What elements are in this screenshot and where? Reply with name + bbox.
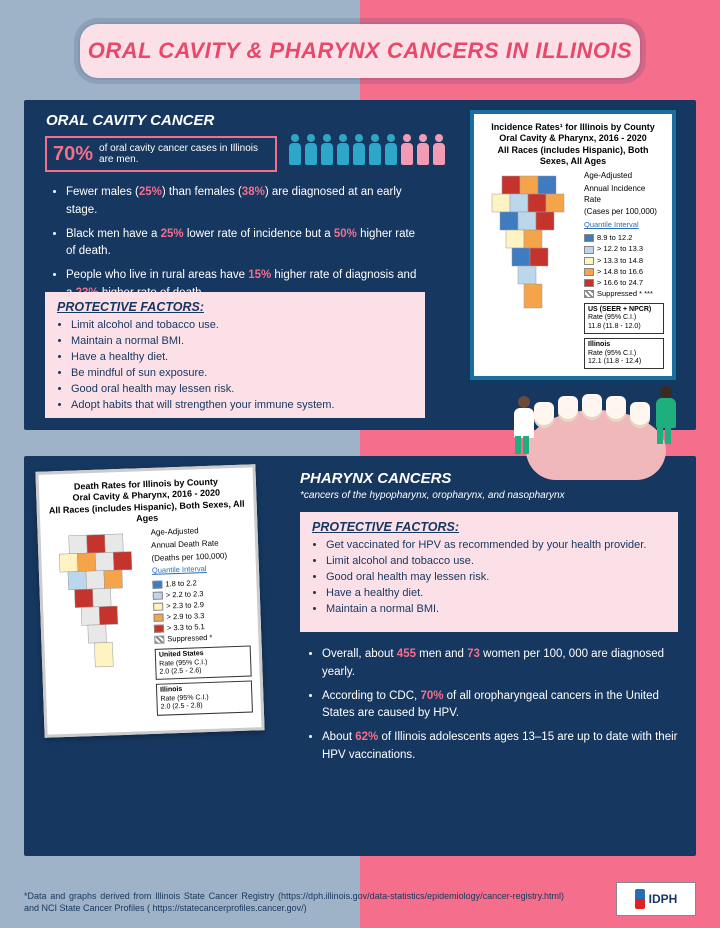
pf-item: Good oral health may lessen risk. [71,382,413,398]
person-male-icon [304,134,318,168]
dentist-right-icon [652,386,680,446]
pf-item: Maintain a normal BMI. [326,602,666,618]
pf-header: PROTECTIVE FACTORS: [57,300,413,314]
legend-row: > 12.2 to 13.3 [584,244,664,254]
pf-item: Have a healthy diet. [71,350,413,366]
bullet-item: Fewer males (25%) than females (38%) are… [66,184,420,220]
il-rate-box: IllinoisRate (95% C.I.)2.0 (2.5 - 2.8) [156,681,253,716]
oral-pf-list: Limit alcohol and tobacco use.Maintain a… [57,318,413,414]
illinois-map-icon [49,528,150,681]
bullet-item: According to CDC, 70% of all oropharynge… [322,688,678,724]
map1-legend: Age-Adjusted Annual Incidence Rate (Case… [584,171,664,369]
pf-item: Limit alcohol and tobacco use. [71,318,413,334]
people-icons [288,134,446,168]
pf-header: PROTECTIVE FACTORS: [312,520,666,534]
stat-text: of oral cavity cancer cases in Illinois … [99,143,269,166]
person-male-icon [368,134,382,168]
death-rate-map-card: Death Rates for Illinois by County Oral … [35,464,264,738]
pf-item: Have a healthy diet. [326,586,666,602]
bullet-item: Black men have a 25% lower rate of incid… [66,226,420,262]
stat-box: 70% of oral cavity cancer cases in Illin… [45,136,277,172]
dentist-left-icon [510,396,538,456]
pf-item: Be mindful of sun exposure. [71,366,413,382]
person-female-icon [416,134,430,168]
bullet-item: Overall, about 455 men and 73 women per … [322,646,678,682]
pharynx-heading: PHARYNX CANCERS [300,470,451,487]
teeth-illustration [516,390,676,480]
pf-item: Adopt habits that will strengthen your i… [71,398,413,414]
map2-legend: Age-Adjusted Annual Death Rate (Deaths p… [150,525,252,716]
pharynx-bullets: Overall, about 455 men and 73 women per … [306,646,678,771]
person-female-icon [432,134,446,168]
oral-heading: ORAL CAVITY CANCER [46,112,214,129]
pf-item: Limit alcohol and tobacco use. [326,554,666,570]
legend-row: 8.9 to 12.2 [584,233,664,243]
pharynx-pf-list: Get vaccinated for HPV as recommended by… [312,538,666,618]
us-rate-box: United StatesRate (95% C.I.)2.0 (2.5 - 2… [155,646,252,681]
person-male-icon [336,134,350,168]
bullet-item: About 62% of Illinois adolescents ages 1… [322,729,678,765]
person-male-icon [288,134,302,168]
il-rate-box: Illinois Rate (95% C.I.) 12.1 (11.8 - 12… [584,338,664,369]
legend-row: > 14.8 to 16.6 [584,267,664,277]
pf-item: Get vaccinated for HPV as recommended by… [326,538,666,554]
person-female-icon [400,134,414,168]
infographic-page: ORAL CAVITY & PHARYNX CANCERS IN ILLINOI… [0,0,720,928]
us-rate-box: US (SEER + NPCR) Rate (95% C.I.) 11.8 (1… [584,303,664,334]
legend-row: > 13.3 to 14.8 [584,256,664,266]
page-title-pill: ORAL CAVITY & PHARYNX CANCERS IN ILLINOI… [80,24,640,78]
person-male-icon [352,134,366,168]
pf-item: Good oral health may lessen risk. [326,570,666,586]
pharynx-sub: *cancers of the hypopharynx, oropharynx,… [300,490,565,501]
stat-percent: 70% [53,143,93,166]
illinois-map-icon [482,171,578,321]
map2-title: Death Rates for Illinois by County Oral … [47,476,246,528]
person-male-icon [384,134,398,168]
oral-protective-box: PROTECTIVE FACTORS: Limit alcohol and to… [45,292,425,418]
page-title: ORAL CAVITY & PHARYNX CANCERS IN ILLINOI… [88,38,632,64]
pf-item: Maintain a normal BMI. [71,334,413,350]
idph-logo: IDPH [616,882,696,916]
legend-row: > 16.6 to 24.7 [584,278,664,288]
incidence-map-card: Incidence Rates¹ for Illinois by County … [470,110,676,380]
footer-citation: *Data and graphs derived from Illinois S… [24,890,564,914]
pharynx-protective-box: PROTECTIVE FACTORS: Get vaccinated for H… [300,512,678,632]
map1-title: Incidence Rates¹ for Illinois by County … [482,122,664,167]
person-male-icon [320,134,334,168]
oral-bullets: Fewer males (25%) than females (38%) are… [50,184,420,309]
